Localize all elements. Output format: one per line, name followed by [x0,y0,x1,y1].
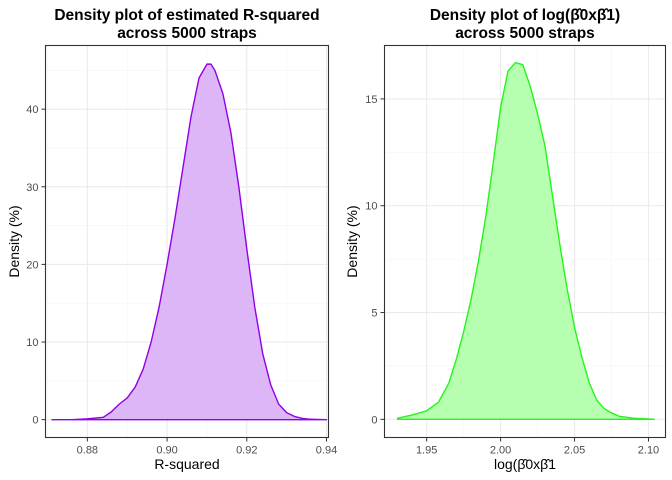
panel-border [44,44,330,439]
x-tick-label: 1.95 [416,445,437,457]
x-axis-title: R-squared [154,456,219,472]
y-tick-label: 10 [365,201,377,213]
y-tick-label: 10 [26,337,38,349]
x-tick-label: 0.90 [156,445,177,457]
y-tick-label: 0 [32,415,38,427]
y-tick-label: 15 [365,94,377,106]
chart-title-line: across 5000 straps [117,25,257,42]
x-tick-label: 0.88 [77,445,98,457]
chart-log-beta: 1.95 2.00 2.05 2.10 0 5 10 15 Density plot of lo… [344,7,667,472]
y-tick-label: 20 [26,259,38,271]
x-tick-label: 2.10 [638,445,659,457]
chart-title-line: Density plot of log(β̂0xβ̂1) [430,7,620,24]
x-tick-label: 2.00 [490,445,511,457]
density-line [51,63,328,421]
y-axis-title: Density (%) [344,205,360,277]
chart-title-line: across 5000 straps [455,25,595,42]
y-axis-title: Density (%) [6,205,22,277]
y-tick-label: 5 [371,308,377,320]
chart-r-squared: 0.88 0.90 0.92 0.94 0 10 20 30 40 Density plot of… [6,7,337,472]
y-tick-label: 0 [371,414,377,426]
density-area [51,64,327,420]
density-area [397,62,655,420]
panel-border [383,44,667,439]
y-tick-label: 40 [26,104,38,116]
x-tick-label: 2.05 [564,445,585,457]
x-axis-title: log(β̂0xβ̂1 [494,456,556,472]
y-tick-label: 30 [26,182,38,194]
x-tick-label: 0.94 [316,445,337,457]
density-line [396,61,656,421]
x-tick-label: 0.92 [236,445,257,457]
chart-title-line: Density plot of estimated R-squared [54,7,319,24]
